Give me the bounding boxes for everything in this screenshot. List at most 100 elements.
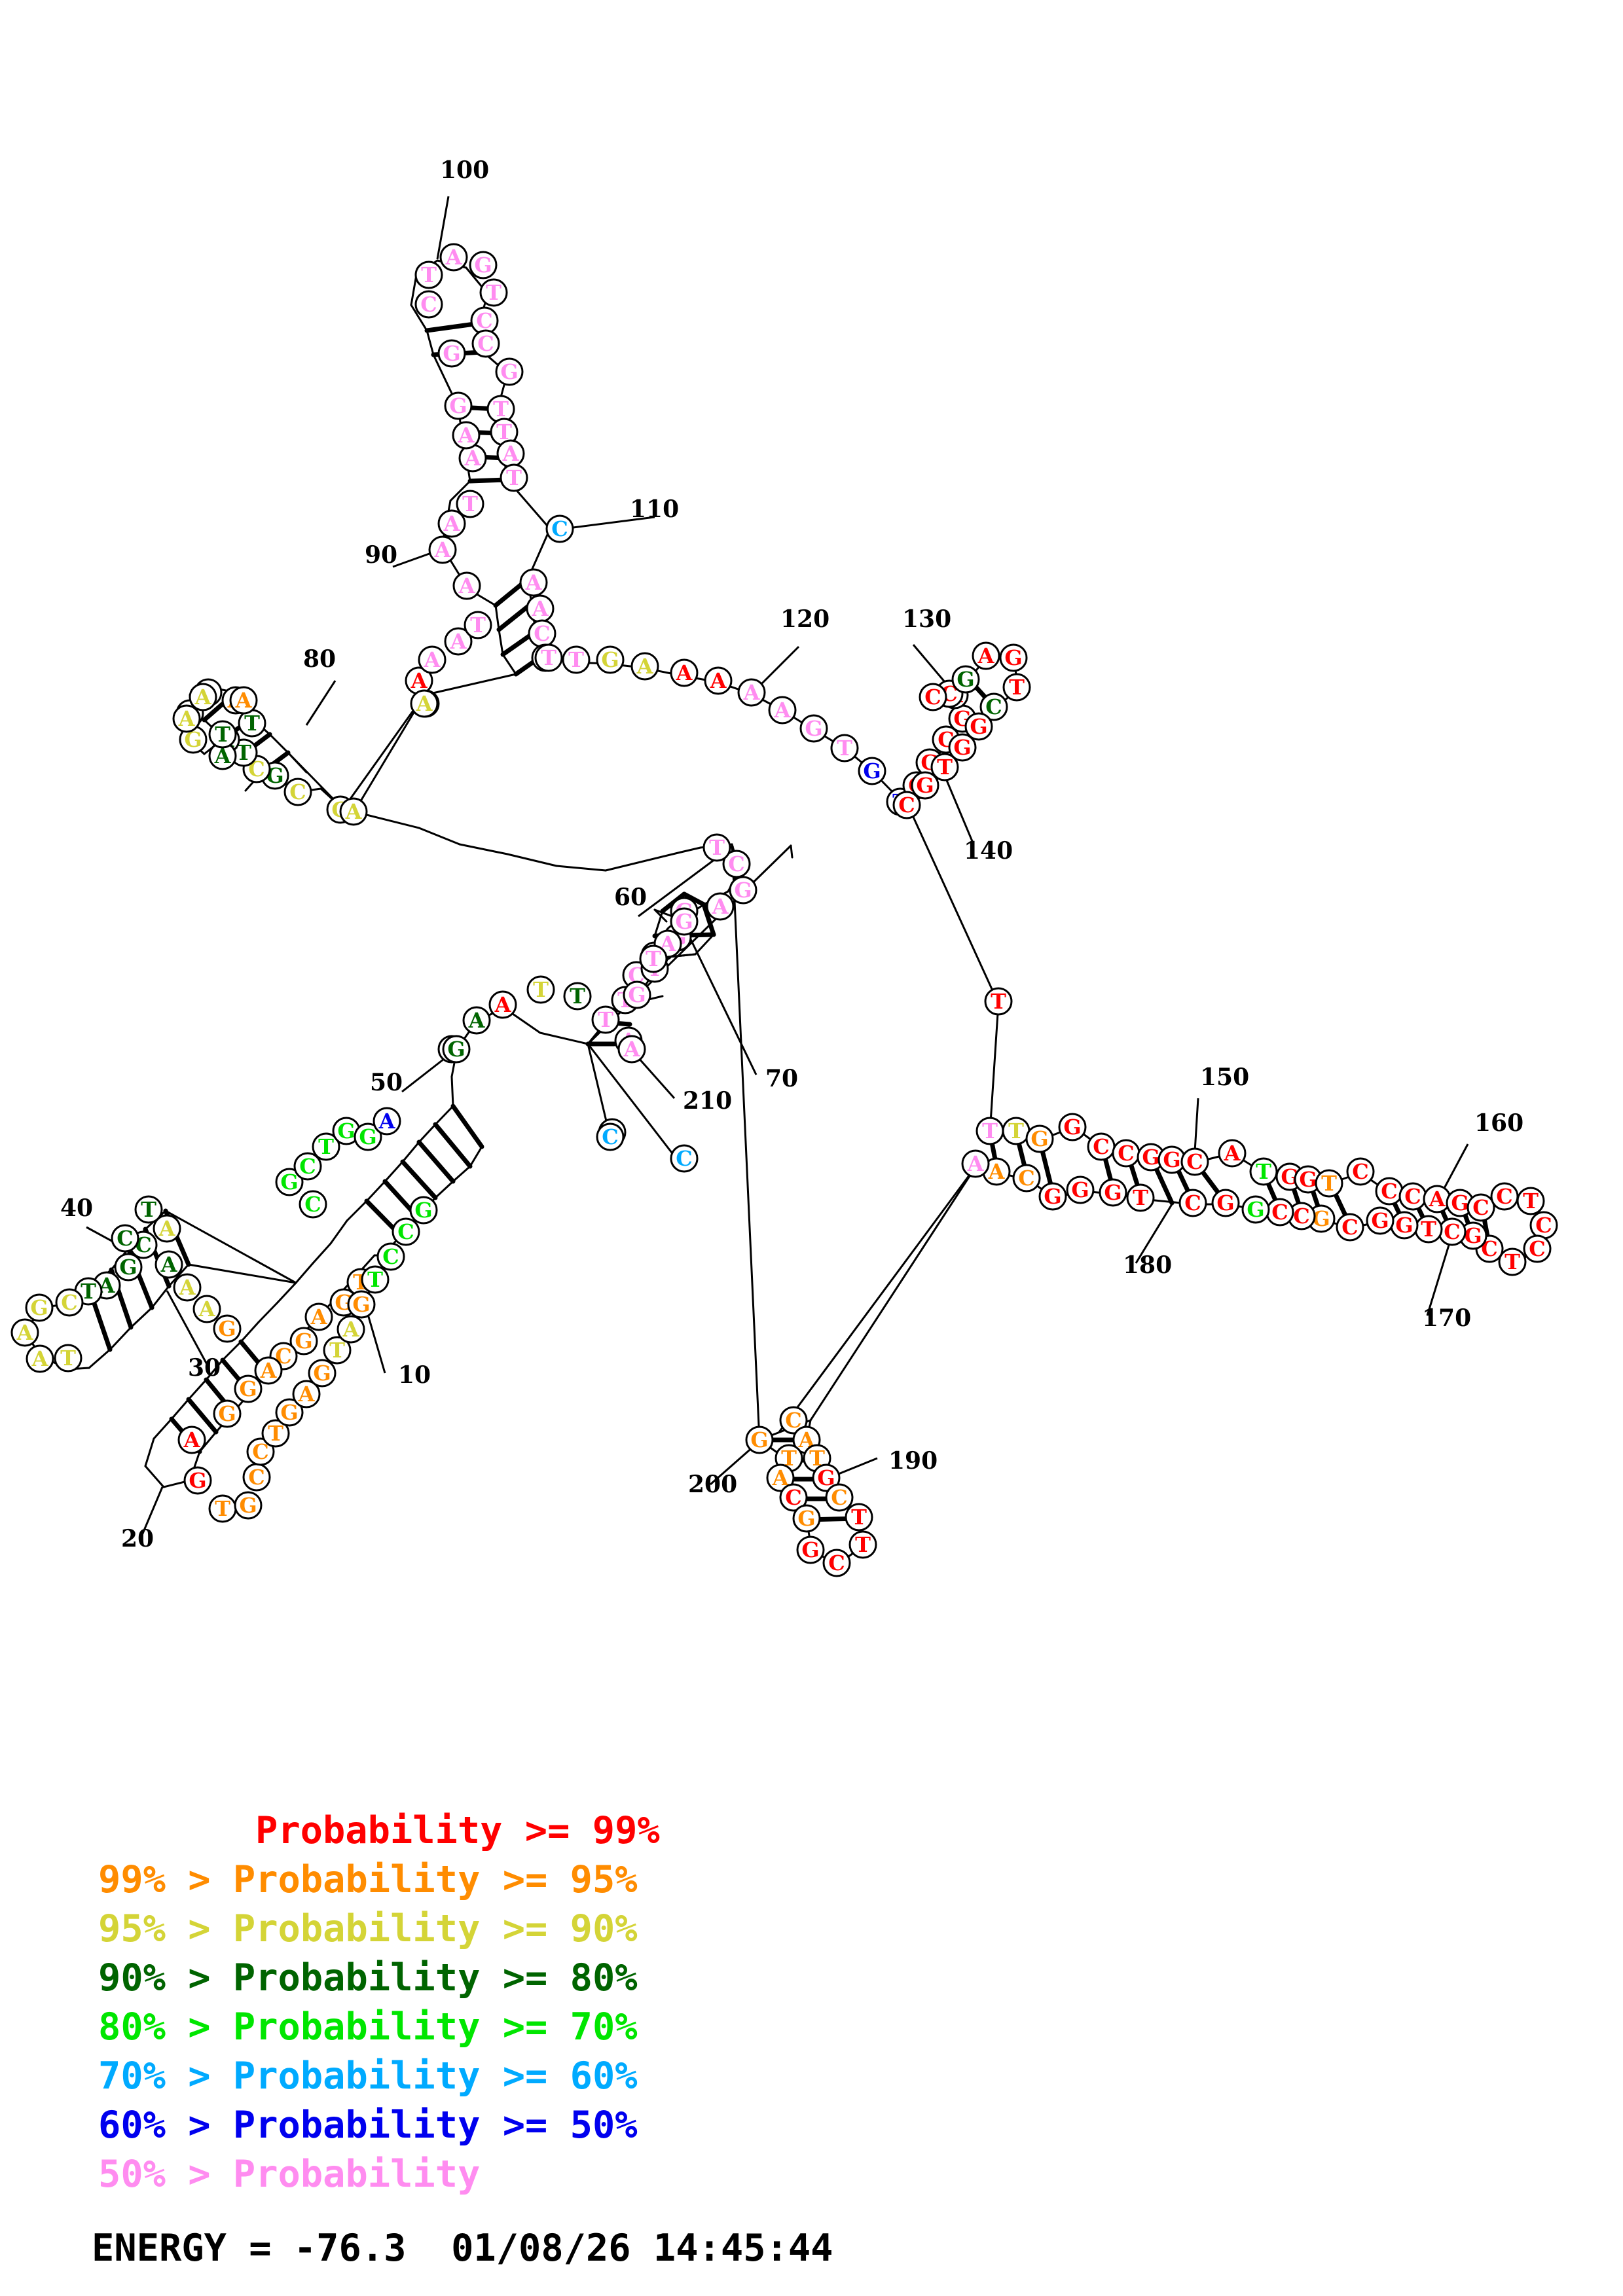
nucleotide-base-letter: T xyxy=(141,1197,156,1222)
nucleotide-base-letter: G xyxy=(1163,1147,1180,1172)
nucleotide-circle xyxy=(630,652,659,681)
nucleotide-base-letter: C xyxy=(248,1465,264,1490)
nucleotide-circle xyxy=(1218,1139,1247,1168)
nucleotide-base-letter: C xyxy=(1529,1236,1545,1261)
nucleotide-circle xyxy=(1099,1178,1127,1207)
nucleotide-base-letter: T xyxy=(991,989,1006,1014)
nucleotide-166: C xyxy=(1529,1211,1558,1240)
nucleotide-circle xyxy=(639,944,668,973)
nucleotide-20: A xyxy=(337,1315,365,1344)
nucleotide-circle xyxy=(437,339,466,368)
nucleotide-3: A xyxy=(304,1302,333,1331)
nucleotide-163: C xyxy=(1467,1193,1495,1222)
nucleotide-circle xyxy=(452,571,481,600)
nucleotide-circle xyxy=(414,260,443,289)
nucleotide-base-letter: G xyxy=(449,393,467,418)
nucleotide-circle xyxy=(283,778,312,806)
nucleotide-base-letter: G xyxy=(601,647,619,672)
nucleotide-circle xyxy=(183,1466,212,1495)
position-label-170: 170 xyxy=(1422,1304,1471,1332)
nucleotide-circle xyxy=(155,1250,183,1279)
nucleotide-circle xyxy=(292,1380,321,1408)
probability-legend: Probability >= 99% 99% > Probability >= … xyxy=(0,1806,1623,2270)
nucleotide-39: A xyxy=(10,1318,39,1347)
position-label-200: 200 xyxy=(688,1471,737,1498)
nucleotide-base-letter: A xyxy=(434,537,452,562)
nucleotide-73: C xyxy=(283,778,312,806)
nucleotide-210: A xyxy=(617,1035,646,1064)
legend-row-below-50: 50% > Probability xyxy=(98,2153,481,2196)
nucleotide-186: C xyxy=(1012,1164,1041,1193)
nucleotide-95: G xyxy=(444,391,473,420)
nucleotide-61: A xyxy=(706,892,735,921)
nucleotide-base-letter: A xyxy=(260,1358,278,1383)
nucleotide-194: A xyxy=(766,1463,795,1492)
nucleotide-circle xyxy=(911,771,939,800)
nucleotide-circle xyxy=(596,645,625,674)
nucleotide-193: T xyxy=(803,1444,831,1473)
nucleotide-136: T xyxy=(1002,673,1031,702)
nucleotide-200: G xyxy=(796,1535,825,1564)
nucleotide-circle xyxy=(792,1504,821,1533)
nucleotide-33: G xyxy=(114,1253,143,1282)
position-label-10: 10 xyxy=(398,1361,431,1389)
nucleotide-168: T xyxy=(1498,1247,1527,1276)
nucleotide-circle xyxy=(892,791,921,819)
nucleotide-base-letter: T xyxy=(709,835,725,860)
nucleotide-circle xyxy=(1498,1247,1527,1276)
nucleotide-base-letter: G xyxy=(750,1427,768,1452)
position-label-120: 120 xyxy=(780,605,830,633)
nucleotide-base-letter: C xyxy=(1535,1213,1552,1238)
nucleotide-148: C xyxy=(1087,1132,1116,1161)
nucleotide-base-letter: T xyxy=(1421,1217,1436,1242)
nucleotide-62: G xyxy=(729,876,757,905)
nucleotide-base-letter: G xyxy=(1464,1223,1482,1248)
nucleotide-base-letter: G xyxy=(628,982,646,1007)
nucleotide-circle xyxy=(337,1315,365,1344)
nucleotide-base-letter: T xyxy=(215,1496,230,1521)
nucleotide-base-letter: C xyxy=(985,694,1002,719)
nucleotide-base-letter: T xyxy=(81,1279,96,1304)
nucleotide-145: T xyxy=(1002,1117,1030,1145)
nucleotide-23: C xyxy=(376,1242,405,1271)
nucleotide-161: A xyxy=(1423,1185,1451,1213)
nucleotide-circle xyxy=(796,1535,825,1564)
nucleotide-153: A xyxy=(1218,1139,1247,1168)
nucleotide-92: T xyxy=(456,490,484,518)
nucleotide-circle xyxy=(418,645,447,674)
nucleotide-46: G xyxy=(332,1117,361,1145)
nucleotide-circle xyxy=(670,907,699,936)
nucleotide-55: T xyxy=(591,1005,620,1034)
nucleotide-189: G xyxy=(745,1426,774,1454)
nucleotide-base-letter: T xyxy=(486,280,501,305)
nucleotide-base-letter: C xyxy=(828,1551,845,1575)
nucleotide-base-letter: C xyxy=(1293,1204,1309,1229)
nucleotide-base-letter: G xyxy=(447,1037,465,1062)
nucleotide-base-letter: A xyxy=(158,1216,176,1241)
nucleotide-circle xyxy=(961,1149,990,1178)
nucleotide-circle xyxy=(1002,673,1031,702)
position-label-210: 210 xyxy=(683,1087,732,1115)
nucleotide-37: C xyxy=(55,1288,84,1317)
nucleotide-circle xyxy=(623,980,651,1009)
nucleotide-152: C xyxy=(1180,1147,1209,1176)
nucleotide-circle xyxy=(545,514,574,543)
nucleotide-base-letter: T xyxy=(421,262,437,287)
nucleotide-base-letter: T xyxy=(851,1505,867,1530)
nucleotide-48: A xyxy=(373,1107,401,1136)
nucleotide-circle xyxy=(299,1190,327,1219)
nucleotide-circle xyxy=(208,720,237,749)
nucleotide-base-letter: A xyxy=(16,1320,34,1345)
nucleotide-circle xyxy=(830,734,859,762)
nucleotide-circle xyxy=(930,753,959,781)
nucleotide-circle xyxy=(373,1107,401,1136)
nucleotide-base-letter: G xyxy=(280,1400,298,1425)
nucleotide-65: G xyxy=(670,907,699,936)
nucleotide-circle xyxy=(704,666,733,695)
nucleotide-base-letter: T xyxy=(215,722,230,747)
nucleotide-circle xyxy=(1180,1147,1209,1176)
nucleotide-circle xyxy=(1336,1213,1364,1242)
nucleotide-circle xyxy=(1346,1157,1375,1186)
nucleotide-12: G xyxy=(234,1491,263,1520)
